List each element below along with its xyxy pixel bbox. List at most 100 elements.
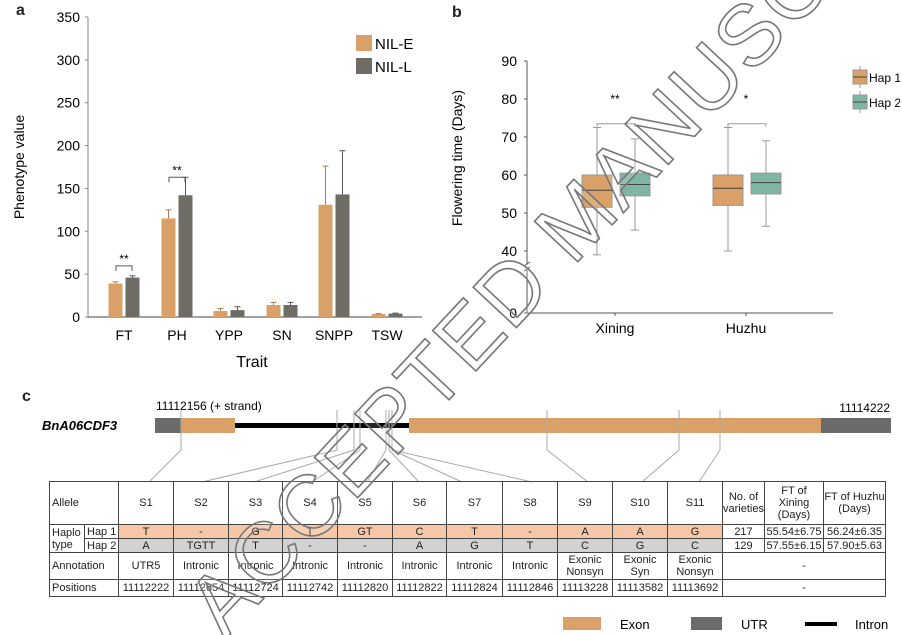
hap2-label: Hap 2 [84,538,119,553]
legend-label: Hap 2 [869,96,900,110]
site-annotation: Intronic [502,552,558,580]
hap2-allele: T [228,538,283,553]
y-tick-label: 0 [72,309,80,325]
site-annotation: Intronic [173,552,229,580]
significance-label: ** [119,252,129,266]
site-position: 11112824 [446,579,503,597]
snp-connector-7 [391,449,463,483]
y-tick-label: 100 [57,223,81,239]
hap2-row: Hap 2 A TGTT T - - A G T C G C 129 57.55±6.15 57.90±5.… [50,538,886,553]
site-annotation: UTR5 [118,552,174,580]
hap1-allele: T [282,524,338,539]
site-position: 11112822 [392,579,447,597]
significance-bracket [596,123,636,127]
hap2-allele: G [612,538,668,553]
legend-utr-label: UTR [741,617,768,632]
box-iqr [581,174,613,208]
hap1-ft-xining: 55.54±6.75 [764,524,824,539]
bar-nil-e-tsw [371,314,386,317]
site-header: S2 [173,481,229,525]
site-position: 11112222 [118,579,174,597]
panel-label-a: a [16,2,25,19]
hap2-allele: A [392,538,447,553]
y-tick-label: 150 [57,180,81,196]
legend-exon-swatch [563,617,601,630]
snp-connector-9 [546,449,589,483]
x-tick-label: Huzhu [726,320,766,336]
y-tick-label: 350 [57,9,81,25]
site-position: 11113582 [612,579,668,597]
site-position: 11113692 [667,579,723,597]
site-annotation: Exonic Syn [612,552,668,580]
site-position: 11112724 [228,579,283,597]
hap2-allele: T [502,538,558,553]
y-tick-label: 200 [57,138,81,154]
x-axis-title: Trait [236,354,268,370]
site-position: 11112846 [502,579,558,597]
x-tick-label: SN [272,327,291,343]
y-axis-title: Phenotype value [11,115,27,220]
bar-nil-l-sn [283,305,298,317]
y-tick-label: 0 [509,305,517,321]
site-header: S6 [392,481,447,525]
hap1-allele: A [557,524,613,539]
bar-nil-l-ypp [230,310,245,317]
exon-2 [409,418,821,433]
hap1-allele: A [612,524,668,539]
utr-5prime [155,418,181,433]
hap2-varieties: 129 [722,538,765,553]
site-position: 11113228 [557,579,613,597]
hap1-allele: - [173,524,229,539]
site-header: S11 [667,481,723,525]
bar-nil-l-snpp [335,194,350,317]
site-position: 11112742 [282,579,338,597]
box-hap1-huzhu [712,127,744,252]
snp-connector-6 [388,449,420,483]
y-tick-label: 60 [501,167,517,183]
significance-bracket [727,123,767,127]
site-header: S4 [282,481,338,525]
site-header: S8 [502,481,558,525]
hap1-allele: T [446,524,503,539]
box-hap2-xining [619,138,651,231]
y-tick-label: 250 [57,95,81,111]
box-iqr [712,174,744,206]
annotation-row: Annotation UTR5 Intronic Intronic Intronic In… [49,552,886,580]
bar-nil-l-ft [125,277,140,317]
allele-header: Allele [49,481,119,525]
panel-label-b: b [452,4,462,21]
bar-chart-phenotype: 0 50 100 150 200 250 300 350 FT PH YPP SN SNPP TSW ** *… [11,9,422,370]
legend-label: NIL-E [375,36,413,53]
significance-label: * [744,92,749,106]
snp-connector-5 [366,449,387,483]
ft-xining-header: FT of Xining (Days) [764,481,824,525]
box-iqr [750,172,782,195]
significance-label: ** [172,163,182,177]
hap1-allele: - [502,524,558,539]
annotation-label: Annotation [49,552,119,580]
hap2-ft-huzhu: 57.90±5.63 [823,538,886,553]
hap1-label: Hap 1 [84,524,119,539]
snp-connector-1 [148,449,182,483]
allele-row: Allele S1 S2 S3 S4 S5 S6 S7 S8 S9 S10 S11 No. of var… [49,481,886,525]
site-header: S1 [118,481,174,525]
site-annotation: Exonic Nonsyn [667,552,723,580]
y-tick-label: 300 [57,52,81,68]
significance-label: ** [610,92,620,106]
x-tick-label: SNPP [315,327,353,343]
x-tick-label: FT [115,327,133,343]
snp-connector-8 [391,449,533,483]
gene-start-label: 11112156 (+ strand) [156,399,262,413]
site-annotation: Intronic [282,552,338,580]
x-tick-label: TSW [371,327,403,343]
legend-intron-swatch [805,622,837,626]
site-header: S10 [612,481,668,525]
annotation-empty: - [722,552,886,580]
y-tick-label: 70 [501,129,517,145]
site-annotation: Intronic [446,552,503,580]
box-plot-flowering-time: 0 40 50 60 70 80 90 Xining ** Huzhu * Flowering tim… [449,53,900,336]
hap1-allele: G [228,524,283,539]
box-hap1-xining [581,127,613,256]
legend-utr-swatch [691,617,722,630]
bar-nil-e-ypp [213,311,228,317]
